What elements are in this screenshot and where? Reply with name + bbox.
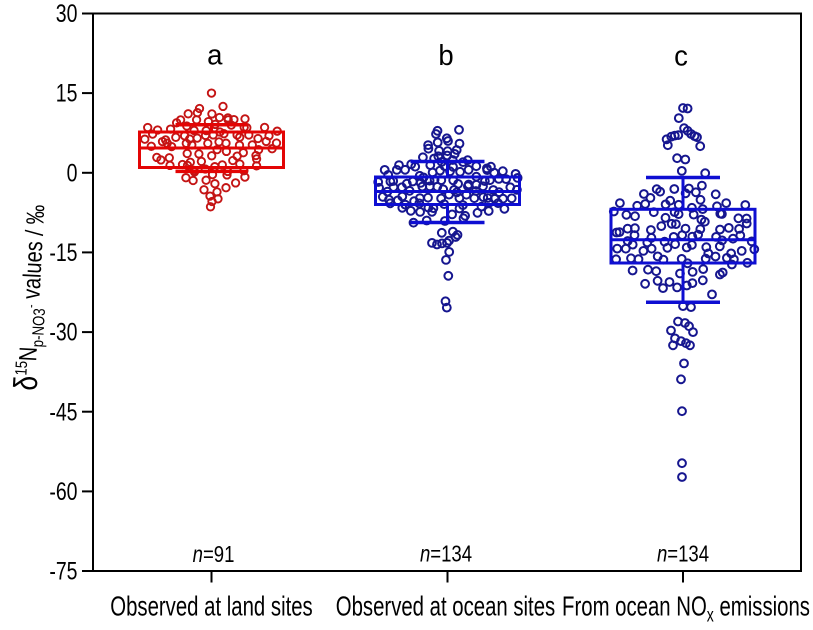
svg-text:15: 15	[56, 79, 78, 107]
svg-text:From ocean NOx emissions: From ocean NOx emissions	[562, 592, 810, 625]
svg-text:-30: -30	[49, 318, 77, 346]
svg-text:-45: -45	[49, 398, 77, 426]
svg-text:a: a	[207, 38, 223, 71]
svg-text:0: 0	[67, 159, 78, 187]
svg-text:Observed at land sites: Observed at land sites	[110, 592, 312, 623]
svg-text:-15: -15	[49, 239, 77, 267]
svg-text:n=91: n=91	[193, 542, 235, 568]
svg-text:Observed at ocean sites: Observed at ocean sites	[336, 592, 555, 623]
svg-text:b: b	[438, 38, 453, 71]
svg-text:δ15Np-NO3- values / ‰: δ15Np-NO3- values / ‰	[8, 204, 55, 392]
svg-text:c: c	[674, 39, 688, 72]
svg-text:n=134: n=134	[420, 541, 472, 567]
svg-text:n=134: n=134	[657, 541, 709, 567]
svg-text:-75: -75	[49, 557, 77, 585]
svg-text:30: 30	[56, 0, 78, 28]
svg-text:-60: -60	[49, 478, 77, 506]
